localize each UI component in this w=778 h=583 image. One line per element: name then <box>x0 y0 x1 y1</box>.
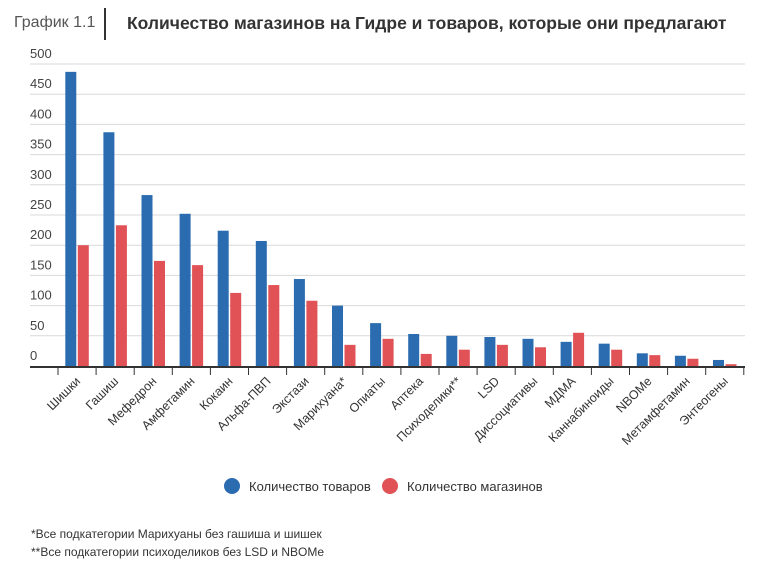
legend: Количество товаров Количество магазинов <box>0 478 778 500</box>
gridlines <box>30 63 745 337</box>
y-tick-label: 450 <box>30 76 52 91</box>
bar-products <box>141 195 153 366</box>
y-tick-label: 500 <box>30 46 52 61</box>
bar-shops <box>496 344 508 366</box>
bar-products <box>293 279 305 366</box>
bar-products <box>217 230 229 366</box>
bar-products <box>255 240 267 366</box>
x-tick-label: Опиаты <box>346 374 388 416</box>
y-tick-label: 250 <box>30 197 52 212</box>
bar-products <box>446 335 458 366</box>
bar-shops <box>611 349 623 366</box>
y-tick-label: 200 <box>30 227 52 242</box>
bar-products <box>636 353 648 366</box>
footnote-psychedelics: **Все подкатегории психоделиков без LSD … <box>31 545 325 559</box>
bar-shops <box>535 347 546 366</box>
x-axis <box>30 366 745 375</box>
x-tick-label: Каннабиноиды <box>546 374 617 445</box>
bar-shops <box>649 355 661 366</box>
bar-shops <box>154 260 165 366</box>
y-tick-label: 300 <box>30 167 52 182</box>
legend-item-products: Количество товаров <box>224 478 371 494</box>
y-tick-label: 0 <box>30 348 37 363</box>
bar-products <box>103 132 115 366</box>
bar-shops <box>420 353 432 366</box>
chart-header: График 1.1 Количество магазинов на Гидре… <box>0 0 778 50</box>
bar-products <box>65 71 77 367</box>
bar-shops <box>573 332 585 366</box>
y-axis-ticks: 0 50 100 150 200 250 300 350 400 450 500 <box>30 46 52 363</box>
y-tick-label: 50 <box>30 318 44 333</box>
bar-shops <box>306 300 318 366</box>
x-tick-label: Шишки <box>44 374 83 413</box>
bar-products <box>598 343 610 366</box>
y-tick-label: 150 <box>30 257 52 272</box>
x-tick-label: МДМА <box>542 374 579 411</box>
footnote-marijuana: *Все подкатегории Марихуаны без гашиша и… <box>31 527 322 541</box>
bar-shops <box>344 344 356 366</box>
bar-products <box>408 333 420 366</box>
bar-products <box>370 323 382 366</box>
bar-shops <box>382 338 394 366</box>
header-divider <box>104 8 106 40</box>
bar-shops <box>268 285 280 366</box>
bar-products <box>179 213 191 366</box>
bar-shops <box>192 265 204 366</box>
bar-shops <box>77 245 89 366</box>
legend-swatch-shops <box>382 478 398 494</box>
x-tick-label: Гашиш <box>83 374 121 412</box>
bar-shops <box>725 364 737 366</box>
bar-shops <box>115 225 127 366</box>
x-tick-label: LSD <box>475 374 502 401</box>
bar-products <box>560 341 572 366</box>
bar-products <box>332 305 343 366</box>
bar-shops <box>687 358 699 366</box>
bars <box>65 71 737 367</box>
legend-item-shops: Количество магазинов <box>382 478 543 494</box>
x-tick-label: Метамфетамин <box>619 374 693 448</box>
legend-label-products: Количество товаров <box>249 478 371 494</box>
bar-shops <box>230 292 242 366</box>
bar-products <box>522 338 534 366</box>
chart-title: Количество магазинов на Гидре и товаров,… <box>127 13 727 33</box>
y-tick-label: 100 <box>30 288 52 303</box>
legend-swatch-products <box>224 478 240 494</box>
y-tick-label: 400 <box>30 106 52 121</box>
legend-label-shops: Количество магазинов <box>407 478 543 494</box>
bar-chart: 0 50 100 150 200 250 300 350 400 450 500 Шишки Гаши… <box>30 46 745 448</box>
bar-products <box>674 355 686 366</box>
y-tick-label: 350 <box>30 137 52 152</box>
footnotes: *Все подкатегории Марихуаны без гашиша и… <box>31 525 324 561</box>
bar-products <box>484 337 496 366</box>
bar-shops <box>458 349 470 366</box>
chart-number: График 1.1 <box>14 14 96 31</box>
bar-products <box>713 359 724 366</box>
